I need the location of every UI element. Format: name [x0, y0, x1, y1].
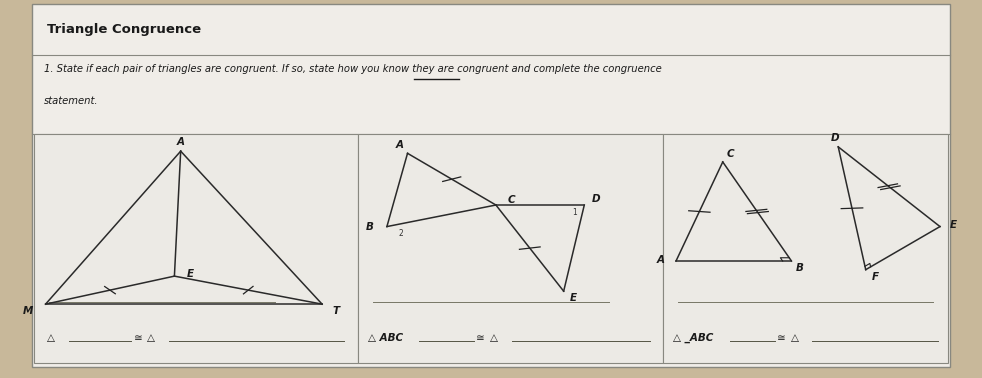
- Text: 1: 1: [573, 208, 576, 217]
- Text: F: F: [872, 272, 879, 282]
- Text: 2: 2: [399, 229, 403, 238]
- Bar: [34, 134, 358, 363]
- Text: △: △: [47, 333, 55, 343]
- Text: E: E: [951, 220, 957, 230]
- Text: E: E: [187, 269, 193, 279]
- Text: B: B: [795, 263, 803, 273]
- Text: △ _ABC: △ _ABC: [673, 333, 713, 344]
- Text: M: M: [23, 306, 33, 316]
- Text: ≅: ≅: [134, 333, 142, 343]
- Text: B: B: [365, 222, 373, 232]
- Text: △: △: [791, 333, 798, 343]
- Text: C: C: [508, 195, 516, 205]
- Text: E: E: [570, 293, 577, 303]
- Text: D: D: [831, 133, 840, 143]
- Text: ≅: ≅: [476, 333, 485, 343]
- Text: △ ABC: △ ABC: [368, 333, 404, 343]
- Text: Triangle Congruence: Triangle Congruence: [47, 23, 201, 36]
- Text: ≅: ≅: [777, 333, 786, 343]
- Text: A: A: [177, 137, 185, 147]
- Text: T: T: [332, 306, 340, 316]
- Text: A: A: [656, 255, 664, 265]
- Bar: [663, 134, 948, 363]
- Text: A: A: [396, 140, 404, 150]
- Text: C: C: [727, 149, 735, 159]
- Text: 1. State if each pair of triangles are congruent. If so, state how you know they: 1. State if each pair of triangles are c…: [44, 64, 662, 74]
- Bar: [358, 134, 663, 363]
- Text: statement.: statement.: [44, 96, 98, 106]
- Text: D: D: [592, 194, 600, 204]
- Text: △: △: [147, 333, 155, 343]
- Text: △: △: [490, 333, 498, 343]
